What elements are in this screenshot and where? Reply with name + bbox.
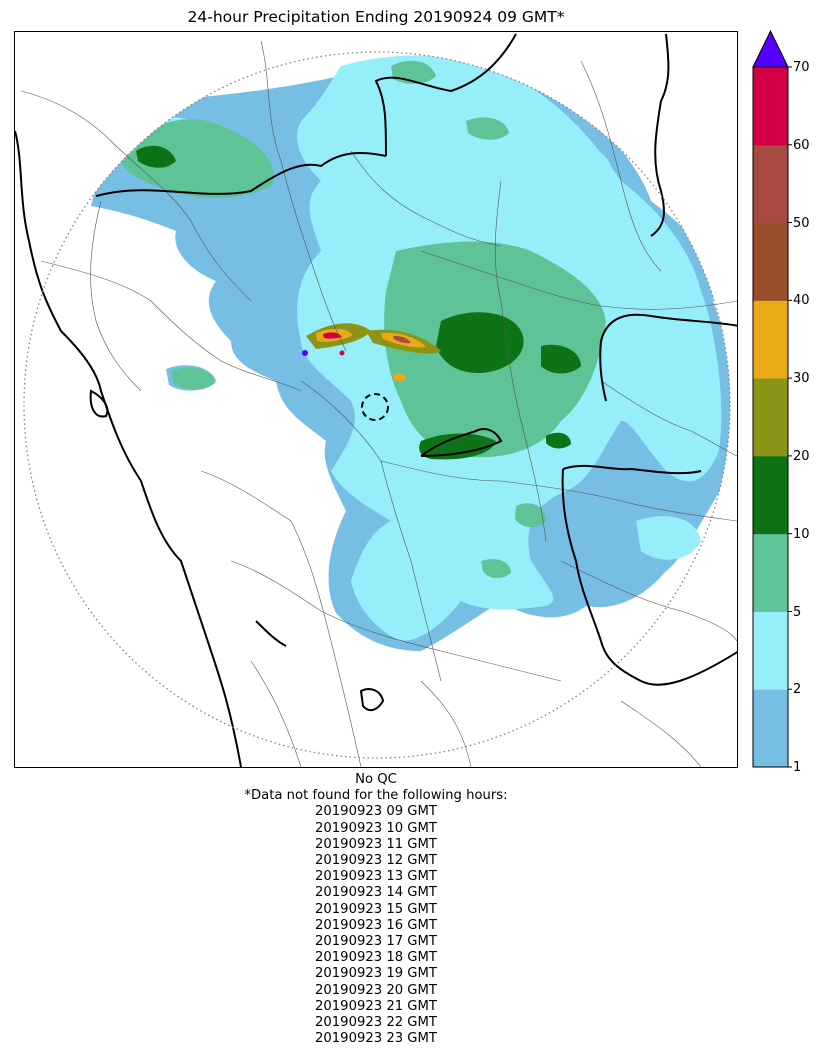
colorbar-outline <box>752 66 789 768</box>
missing-hour: 20190923 17 GMT <box>315 934 437 950</box>
colorbar-tick-label: 40 <box>793 293 810 308</box>
colorbar-tick-label: 5 <box>793 605 802 620</box>
colorbar-segment <box>753 222 788 301</box>
colorbar-segment <box>753 67 788 146</box>
missing-hour: 20190923 13 GMT <box>315 869 437 885</box>
colorbar-tick-label: 10 <box>793 527 810 542</box>
missing-hour: 20190923 20 GMT <box>315 982 437 998</box>
colorbar-tick-label: 20 <box>793 449 810 464</box>
colorbar-segment <box>753 300 788 379</box>
colorbar-extend-arrow <box>752 29 789 68</box>
colorbar-segment <box>753 611 788 690</box>
colorbar-tick-label: 30 <box>793 371 810 386</box>
precipitation-map <box>14 31 738 768</box>
colorbar-tick-label: 50 <box>793 216 810 231</box>
colorbar-segment <box>753 533 788 612</box>
colorbar-segment <box>753 378 788 457</box>
district-boundaries <box>20 40 737 767</box>
missing-hour: 20190923 10 GMT <box>315 820 437 836</box>
precipitation-field <box>91 55 730 651</box>
colorbar-segment <box>753 689 788 768</box>
colorbar-tick-label: 70 <box>793 60 810 75</box>
missing-hour: 20190923 15 GMT <box>315 901 437 917</box>
colorbar-tick-label: 1 <box>793 760 802 775</box>
colorbar-segment <box>753 144 788 224</box>
radar-range-ring <box>23 51 731 759</box>
missing-hour: 20190923 23 GMT <box>315 1031 437 1047</box>
map-title: 24-hour Precipitation Ending 20190924 09… <box>187 8 565 26</box>
missing-hour: 20190923 09 GMT <box>315 804 437 820</box>
missing-hour: 20190923 22 GMT <box>315 1015 437 1031</box>
missing-data-header: *Data not found for the following hours: <box>244 788 508 804</box>
missing-hour: 20190923 12 GMT <box>315 853 437 869</box>
colorbar-segment <box>753 455 788 535</box>
missing-hour: 20190923 14 GMT <box>315 885 437 901</box>
missing-hour: 20190923 21 GMT <box>315 998 437 1014</box>
missing-hour: 20190923 19 GMT <box>315 966 437 982</box>
colorbar-tick-label: 60 <box>793 138 810 153</box>
precip-10-20mm <box>136 145 581 460</box>
missing-hour: 20190923 11 GMT <box>315 836 437 852</box>
missing-hour: 20190923 18 GMT <box>315 950 437 966</box>
precipitation-colorbar <box>752 29 822 775</box>
state-boundaries <box>15 33 737 767</box>
colorbar-tick-label: 2 <box>793 682 802 697</box>
qc-note: No QC <box>355 772 397 787</box>
missing-hour: 20190923 16 GMT <box>315 917 437 933</box>
precip-heavy-cells <box>302 323 441 382</box>
map-notes: No QC *Data not found for the following … <box>14 772 738 1047</box>
